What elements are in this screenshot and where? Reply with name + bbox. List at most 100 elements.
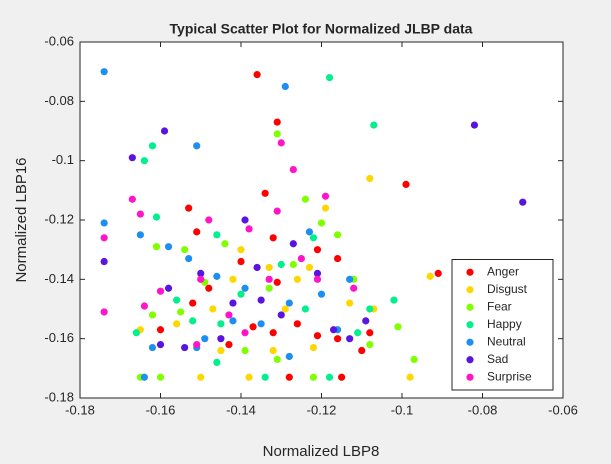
point [152, 213, 161, 221]
point [100, 68, 108, 76]
point [261, 189, 269, 197]
point [225, 341, 233, 349]
point [346, 299, 354, 307]
point [217, 346, 225, 355]
x-tick-label: -0.1 [391, 402, 413, 417]
point [132, 329, 140, 337]
point [185, 254, 193, 263]
point [193, 228, 201, 236]
y-tick-label: -0.06 [44, 33, 74, 48]
point [410, 355, 418, 364]
point [277, 311, 285, 319]
point [221, 240, 229, 248]
point [273, 130, 281, 138]
x-tick-label: -0.12 [307, 402, 337, 417]
point [390, 296, 398, 304]
point [148, 311, 157, 319]
point [229, 317, 237, 325]
legend-marker [466, 373, 474, 381]
point [293, 275, 301, 283]
point [370, 121, 378, 129]
point [253, 71, 261, 79]
point [241, 346, 249, 355]
y-tick-label: -0.14 [44, 271, 74, 286]
point [269, 329, 277, 337]
point [100, 219, 108, 227]
point [325, 74, 334, 82]
point [289, 165, 297, 174]
y-tick-label: -0.16 [44, 330, 74, 345]
legend-marker [466, 303, 474, 311]
point [301, 195, 309, 203]
point [152, 243, 161, 251]
point [273, 118, 281, 126]
point [177, 308, 185, 316]
point [402, 180, 410, 188]
point [140, 157, 148, 165]
y-tick-label: -0.08 [44, 93, 74, 108]
point [164, 243, 173, 251]
point [277, 139, 285, 147]
point [164, 284, 173, 292]
point [309, 373, 318, 381]
point [273, 278, 281, 286]
point [213, 231, 221, 239]
point [261, 373, 269, 381]
point [205, 216, 213, 224]
legend-marker [466, 356, 474, 364]
x-tick-label: -0.06 [548, 402, 578, 417]
legend-label: Surprise [487, 369, 532, 383]
legend-marker [466, 338, 474, 346]
point [100, 308, 108, 316]
point [189, 317, 197, 325]
point [185, 204, 193, 212]
point [245, 225, 253, 233]
point [281, 82, 289, 91]
legend-marker [466, 321, 474, 329]
point [362, 317, 370, 325]
point [213, 272, 221, 280]
point [269, 346, 277, 355]
point [181, 343, 189, 352]
point [209, 305, 217, 313]
point [293, 320, 301, 328]
y-tick-label: -0.18 [44, 389, 74, 404]
point [148, 343, 157, 352]
point [297, 254, 305, 263]
y-axis-label: Normalized LBP16 [13, 157, 30, 282]
point [285, 373, 293, 381]
point [173, 296, 181, 304]
point [325, 373, 334, 381]
point [350, 284, 358, 292]
point [197, 373, 205, 381]
point [128, 154, 136, 162]
point [257, 320, 265, 328]
legend-label: Happy [487, 317, 522, 331]
point [173, 320, 181, 328]
x-tick-label: -0.08 [468, 402, 498, 417]
point [273, 355, 281, 364]
point [136, 210, 144, 218]
point [394, 323, 402, 331]
legend-label: Neutral [487, 334, 526, 348]
point [140, 302, 148, 310]
point [160, 127, 169, 135]
legend-label: Anger [487, 264, 519, 278]
point [313, 246, 322, 254]
point [205, 284, 213, 292]
point [201, 335, 209, 343]
point [281, 305, 289, 313]
point [346, 335, 354, 343]
point [193, 341, 201, 349]
point [354, 329, 362, 337]
point [289, 240, 297, 248]
point [217, 335, 225, 343]
point [305, 263, 314, 272]
point [321, 192, 330, 200]
legend-label: Sad [487, 352, 508, 366]
point [305, 228, 314, 236]
point [249, 323, 257, 331]
point [197, 275, 205, 283]
point [136, 231, 144, 239]
